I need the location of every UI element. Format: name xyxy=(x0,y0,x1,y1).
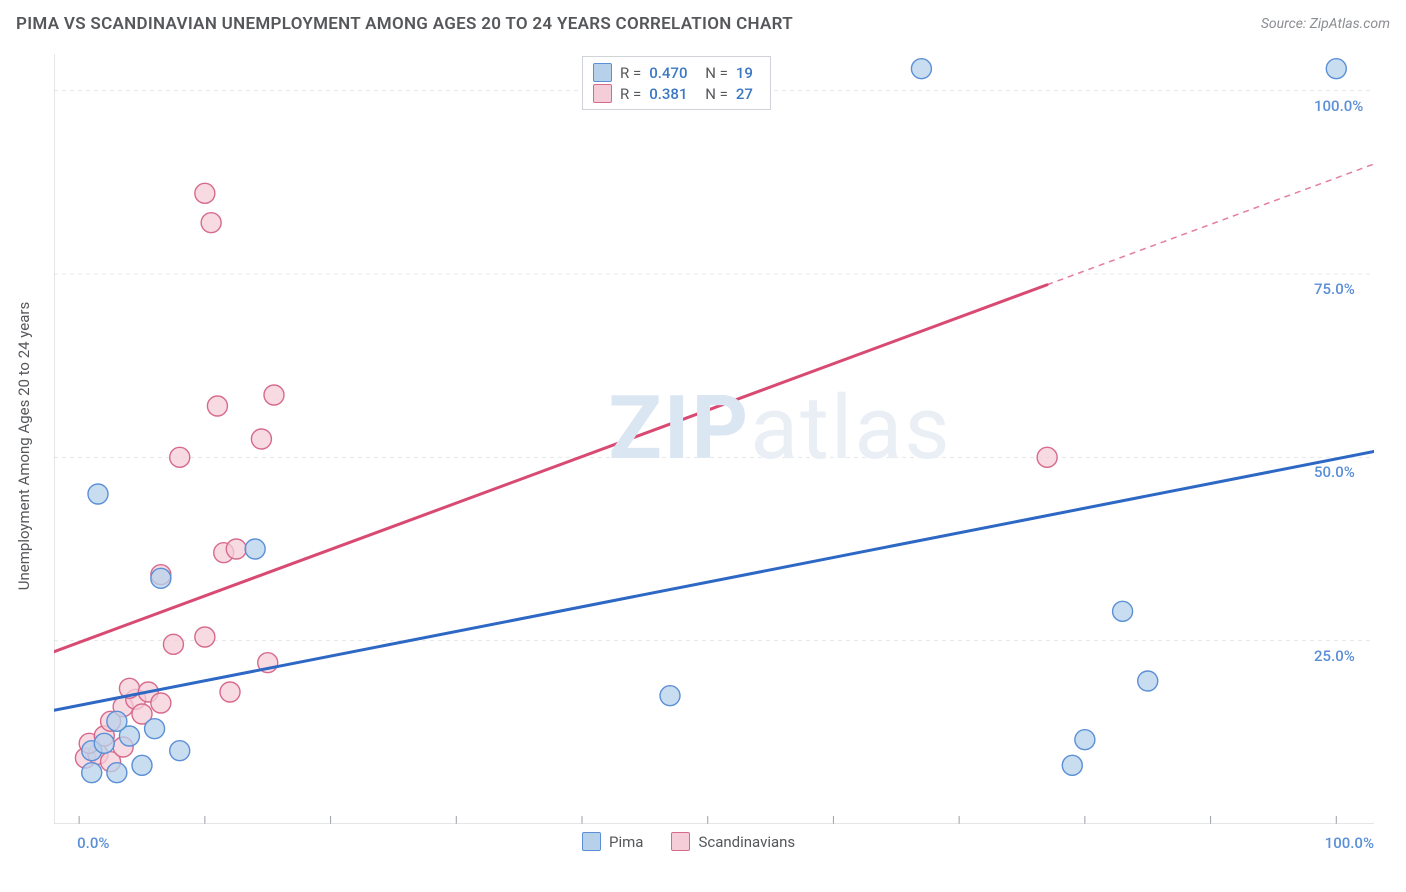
r-label: R = xyxy=(620,85,641,103)
series-swatch-icon xyxy=(593,63,612,82)
title-bar: PIMA VS SCANDINAVIAN UNEMPLOYMENT AMONG … xyxy=(16,14,1390,34)
stat-row: R = 0.381 N = 27 xyxy=(593,84,760,103)
r-value: 0.381 xyxy=(649,85,697,103)
legend-label: Pima xyxy=(609,833,643,851)
series-swatch-icon xyxy=(593,84,612,103)
stat-row: R = 0.470 N = 19 xyxy=(593,63,760,82)
legend-item: Scandinavians xyxy=(671,832,795,851)
n-label: N = xyxy=(705,64,728,82)
n-value: 19 xyxy=(736,64,760,82)
y-tick-label: 100.0% xyxy=(1314,97,1363,115)
x-tick-label: 100.0% xyxy=(1325,834,1374,852)
correlation-chart xyxy=(54,54,1374,824)
legend: Pima Scandinavians xyxy=(582,832,795,851)
legend-item: Pima xyxy=(582,832,643,851)
r-label: R = xyxy=(620,64,641,82)
y-tick-label: 50.0% xyxy=(1314,463,1355,481)
legend-label: Scandinavians xyxy=(698,833,795,851)
n-label: N = xyxy=(705,85,728,103)
y-axis-label: Unemployment Among Ages 20 to 24 years xyxy=(15,302,33,590)
y-tick-label: 25.0% xyxy=(1314,647,1355,665)
source-label: Source: ZipAtlas.com xyxy=(1261,16,1390,32)
x-tick-label: 0.0% xyxy=(77,834,109,852)
chart-title: PIMA VS SCANDINAVIAN UNEMPLOYMENT AMONG … xyxy=(16,14,793,34)
legend-swatch-icon xyxy=(582,832,601,851)
n-value: 27 xyxy=(736,85,760,103)
correlation-stats-box: R = 0.470 N = 19 R = 0.381 N = 27 xyxy=(582,56,771,110)
y-tick-label: 75.0% xyxy=(1314,280,1355,298)
r-value: 0.470 xyxy=(649,64,697,82)
legend-swatch-icon xyxy=(671,832,690,851)
